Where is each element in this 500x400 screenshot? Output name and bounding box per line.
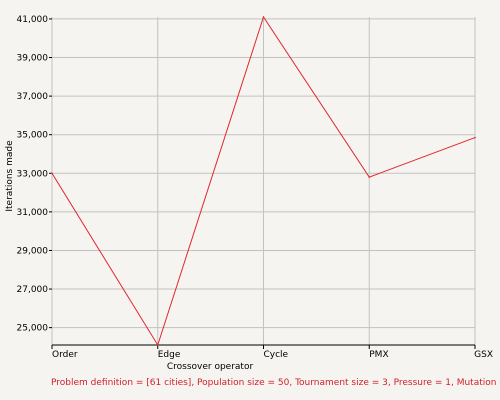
data-point (474, 136, 476, 139)
y-tick-label: 37,000 (17, 92, 49, 102)
x-tick-label: Cycle (264, 350, 289, 360)
y-tick-label: 25,000 (17, 324, 49, 334)
y-tick-label: 27,000 (17, 285, 49, 295)
x-axis-label: Crossover operator (167, 362, 254, 372)
data-point (262, 16, 265, 18)
y-axis-label: Iterations made (5, 140, 15, 212)
y-tick-label: 33,000 (17, 169, 49, 179)
y-tick-label: 35,000 (17, 131, 49, 141)
x-tick-label: GSX (474, 350, 493, 360)
data-point (156, 344, 159, 346)
y-tick-label: 31,000 (17, 208, 49, 218)
problem-definition-footnote: Problem definition = [61 cities], Popula… (51, 378, 500, 388)
y-tick-label: 29,000 (17, 246, 49, 256)
x-tick-label: Order (52, 350, 78, 360)
data-point (51, 172, 53, 175)
y-tick-label: 41,000 (17, 15, 49, 25)
y-axis-ticks: 25,000 27,000 29,000 31,000 33,000 35,000 37,0… (17, 15, 52, 334)
data-point (368, 176, 371, 178)
x-tick-label: Edge (158, 350, 181, 360)
x-tick-label: PMX (369, 350, 388, 360)
x-axis-ticks: Order Edge Cycle PMX GSX (51, 345, 493, 360)
y-tick-label: 39,000 (17, 54, 49, 64)
series (51, 15, 476, 347)
grid (51, 17, 476, 345)
